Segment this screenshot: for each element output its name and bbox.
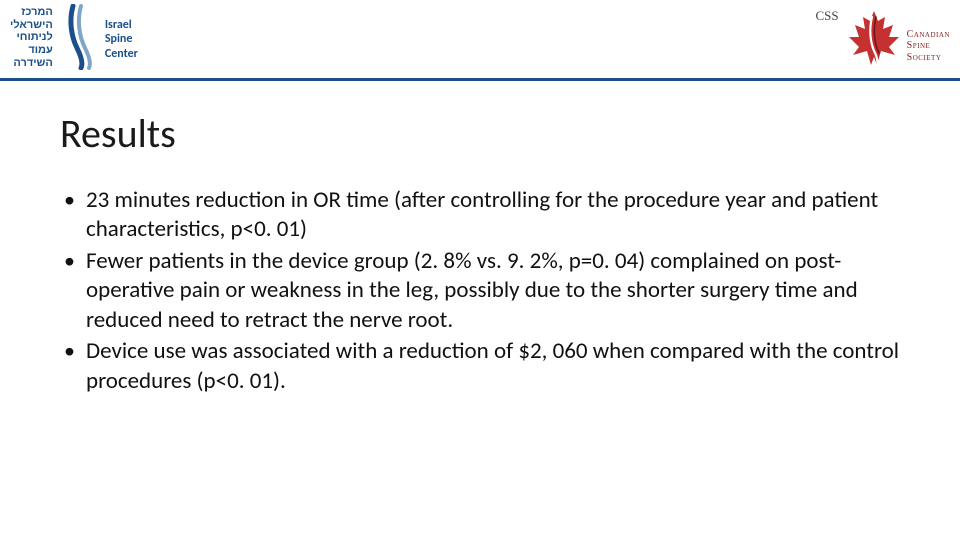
slide-header: המרכז הישראלי לניתוחי עמוד השידרה Israel… xyxy=(0,0,960,78)
css-line: Spine xyxy=(907,40,950,52)
maple-leaf-icon xyxy=(845,7,903,71)
english-line: Center xyxy=(105,47,138,61)
hebrew-line: השידרה xyxy=(13,57,52,70)
hebrew-line: המרכז xyxy=(21,6,53,19)
spine-icon xyxy=(59,4,99,70)
logo-hebrew-text: המרכז הישראלי לניתוחי עמוד השידרה xyxy=(10,4,53,69)
israel-spine-center-logo: המרכז הישראלי לניתוחי עמוד השידרה Israel… xyxy=(10,4,138,74)
bullet-item: 23 minutes reduction in OR time (after c… xyxy=(60,186,900,245)
hebrew-line: עמוד xyxy=(28,44,53,57)
logo-english-text: Israel Spine Center xyxy=(105,4,138,61)
canadian-spine-society-logo: CSS Canadian Spine Society xyxy=(816,4,950,74)
css-abbrev: CSS xyxy=(816,4,841,24)
css-line: Society xyxy=(907,52,950,64)
slide-content: Results 23 minutes reduction in OR time … xyxy=(0,81,960,396)
english-line: Israel xyxy=(105,18,138,32)
bullet-item: Device use was associated with a reducti… xyxy=(60,337,900,396)
slide-title: Results xyxy=(60,109,900,158)
css-org-name: Canadian Spine Society xyxy=(907,15,950,64)
english-line: Spine xyxy=(105,32,138,46)
bullet-list: 23 minutes reduction in OR time (after c… xyxy=(60,186,900,396)
bullet-item: Fewer patients in the device group (2. 8… xyxy=(60,247,900,335)
css-line: Canadian xyxy=(907,29,950,41)
